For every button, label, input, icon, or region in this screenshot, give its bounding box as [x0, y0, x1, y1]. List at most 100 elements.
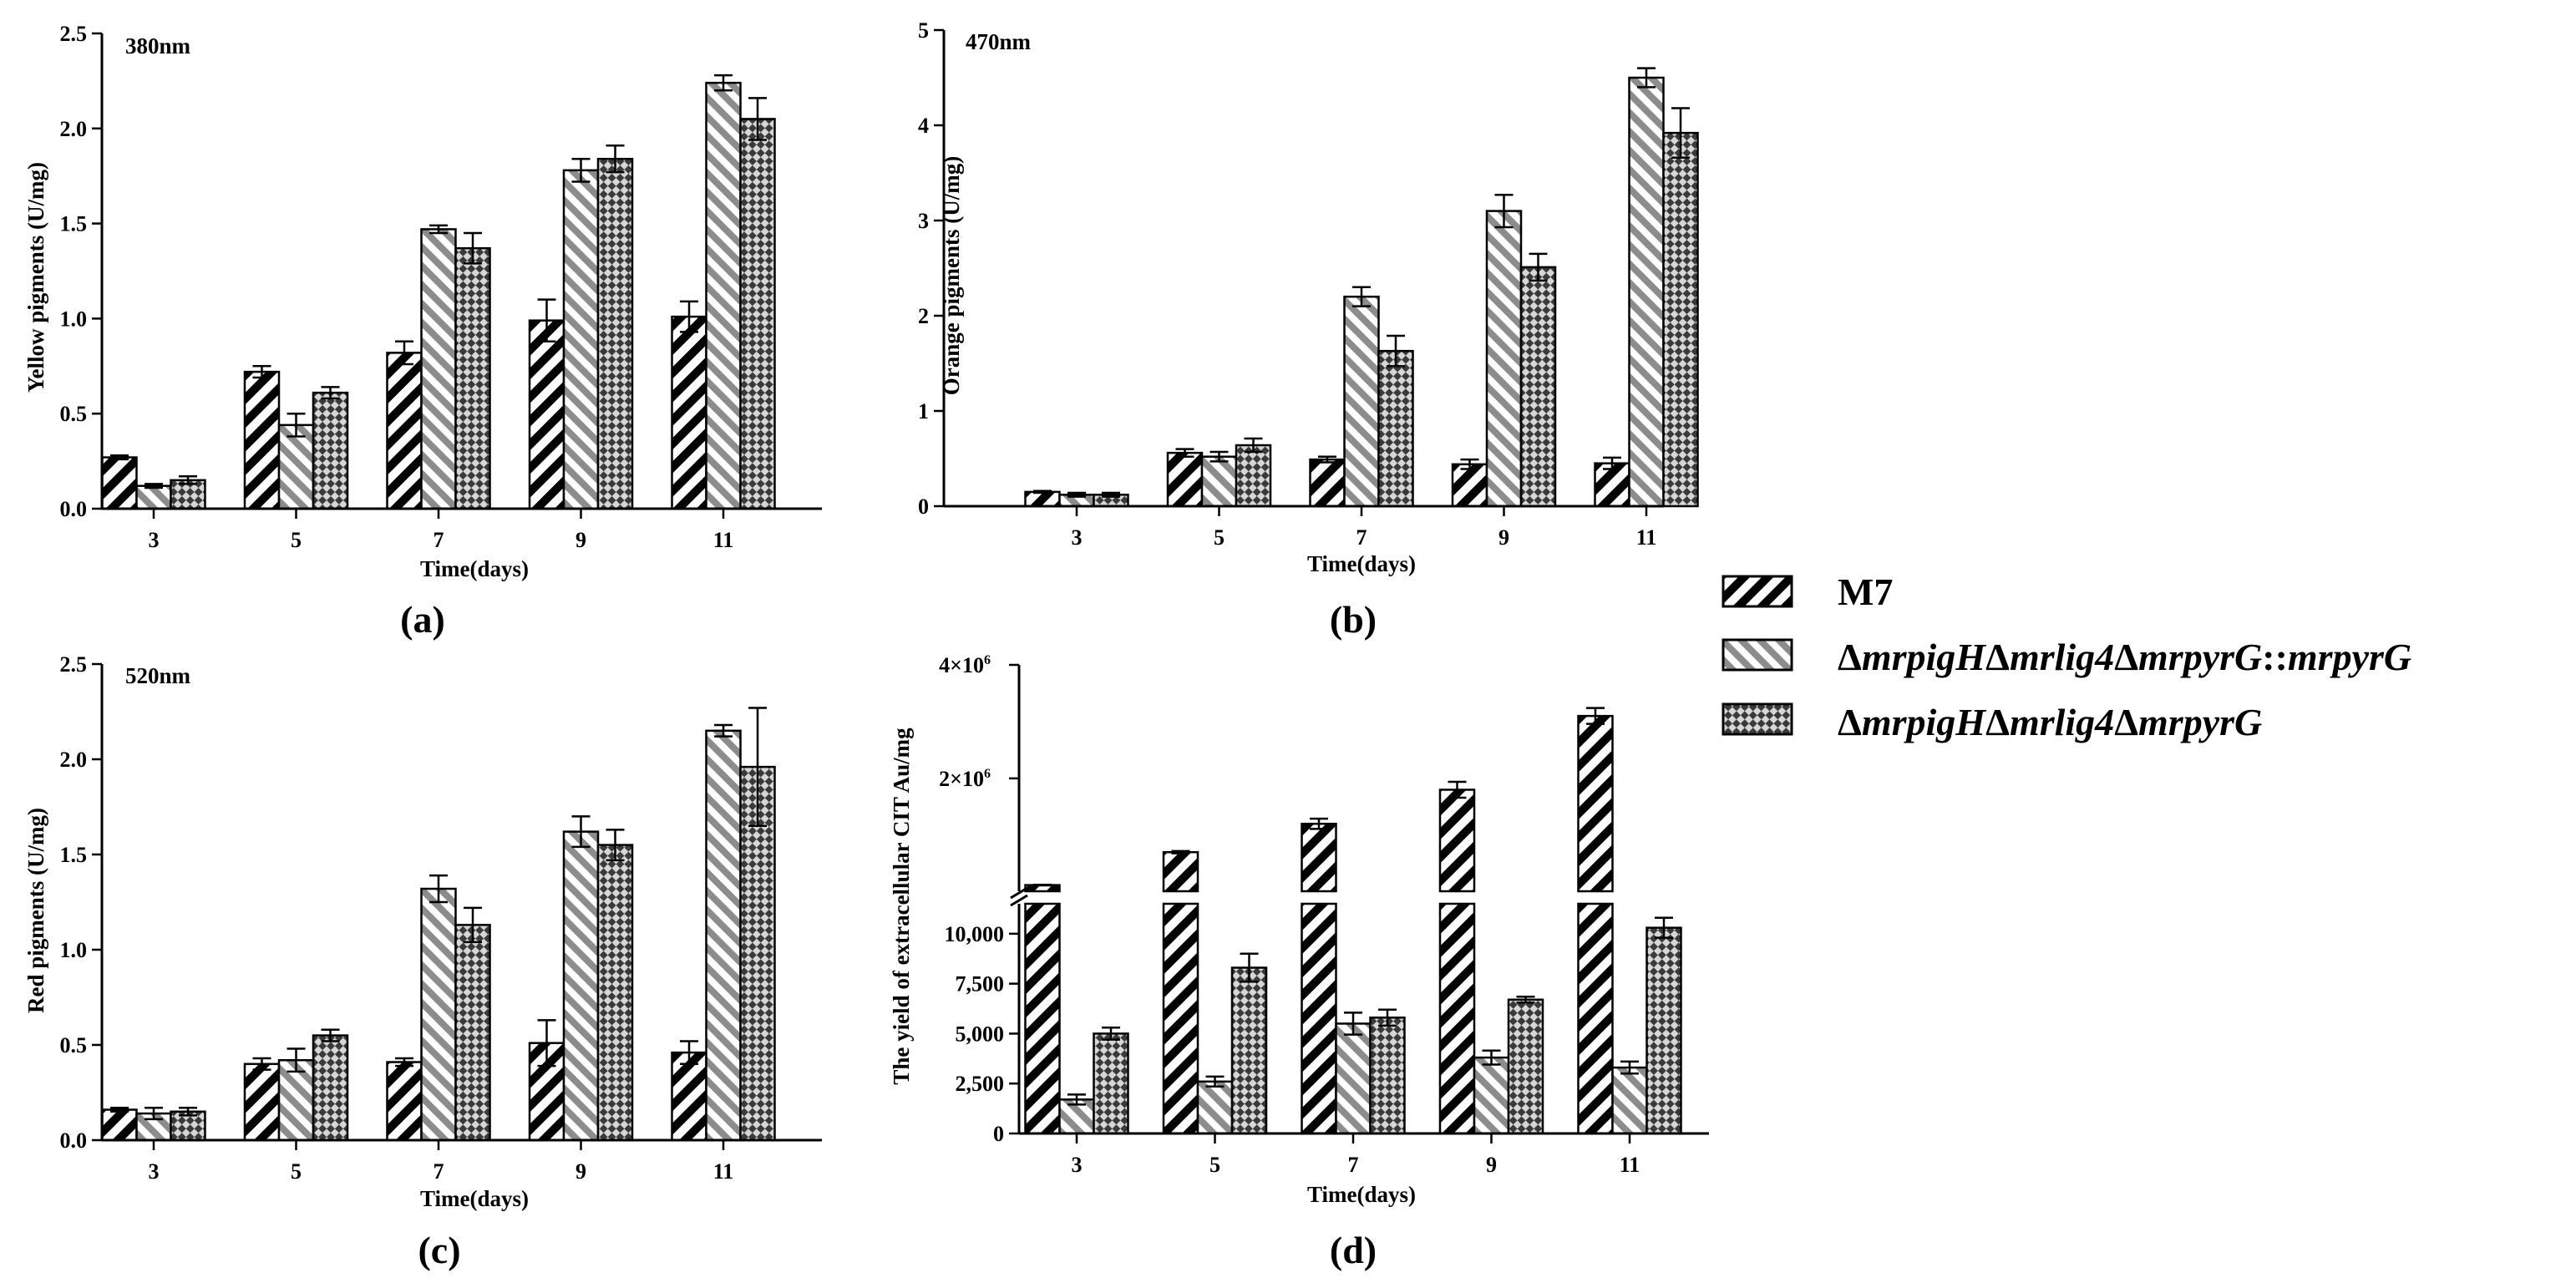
error-bar-a-complemented-9 — [571, 157, 591, 183]
error-bar-c-mutant-7 — [464, 906, 482, 944]
bar-d-mutant-3 — [1093, 1032, 1129, 1135]
bar-a-complemented-9 — [562, 169, 600, 510]
y-tick-label-b-4: 4 — [918, 114, 929, 138]
x-tick-label-d-3: 3 — [1072, 1153, 1083, 1177]
y-tick-label-a-2: 2.0 — [60, 117, 88, 141]
error-bar-b-m7-3 — [1033, 489, 1052, 494]
error-bar-a-mutant-11 — [748, 97, 767, 141]
bar-a-complemented-5 — [277, 423, 315, 510]
error-bar-d-m7-9 — [1448, 780, 1467, 799]
bar-c-m7-3 — [101, 1108, 138, 1142]
bar-b-mutant-11 — [1662, 131, 1699, 508]
bar-d-complemented-11 — [1611, 1066, 1648, 1135]
bar-d-complemented-7 — [1335, 1022, 1372, 1135]
legend-swatch-mutant — [1722, 702, 1793, 736]
bar-d-complemented-9 — [1473, 1056, 1510, 1135]
bar-d-m7-9 — [1438, 789, 1476, 893]
bar-b-m7-9 — [1451, 463, 1488, 508]
bar-a-m7-3 — [101, 456, 138, 510]
error-bar-d-mutant-11 — [1655, 916, 1673, 939]
error-bar-c-m7-3 — [110, 1106, 129, 1113]
legend: M7 ΔmrpigHΔmrlig4ΔmrpyrG::mrpyrG ΔmrpigH… — [1722, 570, 2411, 743]
error-bar-c-complemented-11 — [714, 723, 733, 738]
bar-d-m7-3-lower — [1024, 902, 1061, 1135]
bar-b-m7-3 — [1024, 490, 1061, 508]
error-bar-d-complemented-9 — [1482, 1049, 1501, 1066]
x-tick-label-b-3: 3 — [1072, 525, 1083, 550]
y-axis-title-c: Red pigments (U/mg) — [23, 808, 48, 1013]
y-tick-label-a-2.5: 2.5 — [60, 22, 88, 46]
y-tick-label-b-5: 5 — [918, 18, 929, 43]
y-tick-label-a-0: 0.0 — [60, 497, 88, 521]
legend-label-complemented: ΔmrpigHΔmrlig4ΔmrpyrG::mrpyrG — [1838, 636, 2411, 678]
wavelength-label-a: 380nm — [125, 33, 191, 58]
error-bar-b-m7-7 — [1318, 455, 1336, 464]
legend-item-m7: M7 — [1722, 570, 1893, 613]
error-bar-b-mutant-7 — [1387, 334, 1405, 368]
error-bar-a-m7-7 — [395, 340, 413, 366]
x-tick-label-d-9: 9 — [1486, 1153, 1497, 1177]
bar-c-mutant-11 — [739, 765, 776, 1142]
error-bar-a-complemented-5 — [287, 412, 306, 438]
y-tick-label-d-10000: 10,000 — [945, 922, 1005, 946]
legend-label-m7: M7 — [1838, 570, 1893, 613]
error-bar-a-complemented-11 — [714, 74, 733, 92]
error-bar-b-complemented-3 — [1067, 491, 1086, 498]
error-bar-b-mutant-11 — [1671, 107, 1690, 160]
bar-a-mutant-5 — [312, 391, 349, 510]
error-bar-b-complemented-9 — [1494, 193, 1514, 229]
chart-panel-d: 3 5 7 9 11 0 2,500 5,000 7,500 10,000 2×106 4×106 Ti… — [889, 653, 1709, 1271]
legend-item-complemented: ΔmrpigHΔmrlig4ΔmrpyrG::mrpyrG — [1722, 636, 2411, 678]
y-axis-title-d: The yield of extracellular CIT Au/mg — [889, 728, 914, 1085]
bar-a-mutant-11 — [739, 118, 776, 510]
x-axis-title-c: Time(days) — [420, 1186, 529, 1211]
y-tick-label-a-0.5: 0.5 — [60, 402, 88, 426]
error-bar-a-mutant-7 — [464, 231, 482, 265]
bar-b-m7-7 — [1309, 458, 1346, 508]
chart-panel-c: 3 5 7 9 11 0.0 0.5 1.0 1.5 2.0 2.5 520nm Time(days) R… — [23, 652, 822, 1271]
bar-b-mutant-9 — [1519, 266, 1557, 508]
x-tick-label-b-7: 7 — [1356, 525, 1367, 550]
error-bar-b-m7-5 — [1175, 448, 1194, 458]
x-tick-label-c-7: 7 — [434, 1159, 444, 1184]
error-bar-c-m7-7 — [395, 1057, 413, 1067]
bar-a-complemented-7 — [420, 228, 457, 510]
y-tick-label-c-2: 2.0 — [60, 748, 88, 772]
error-bar-c-m7-9 — [537, 1019, 556, 1067]
error-bar-c-complemented-3 — [145, 1106, 163, 1121]
bar-b-complemented-9 — [1485, 210, 1523, 508]
error-bar-d-mutant-9 — [1516, 995, 1535, 1004]
y-tick-label-b-3: 3 — [918, 209, 929, 233]
bar-d-m7-5 — [1162, 850, 1199, 893]
y-tick-label-d-5000: 5,000 — [956, 1022, 1005, 1046]
error-bar-b-mutant-3 — [1102, 491, 1120, 498]
error-bar-a-mutant-9 — [606, 145, 625, 174]
error-bar-d-m7-7 — [1310, 817, 1328, 830]
x-axis-title-a: Time(days) — [420, 556, 529, 581]
error-bar-c-mutant-9 — [606, 829, 625, 862]
error-bar-c-m7-11 — [680, 1040, 698, 1066]
bar-d-m7-11 — [1577, 714, 1614, 893]
bar-a-mutant-9 — [596, 157, 634, 510]
error-bar-d-complemented-5 — [1205, 1075, 1225, 1088]
bar-a-complemented-3 — [135, 484, 172, 510]
axis-break-mark-d — [1010, 886, 1028, 907]
bar-d-mutant-5 — [1230, 966, 1268, 1135]
error-bar-d-complemented-3 — [1067, 1093, 1086, 1106]
error-bar-d-complemented-7 — [1344, 1012, 1362, 1036]
error-bar-a-m7-11 — [680, 300, 698, 333]
bar-c-complemented-7 — [420, 887, 457, 1142]
x-tick-label-d-11: 11 — [1620, 1153, 1640, 1177]
bar-d-mutant-9 — [1507, 998, 1544, 1135]
bar-d-m7-7 — [1301, 822, 1337, 893]
x-tick-label-a-9: 9 — [576, 528, 586, 552]
y-tick-label-b-0: 0 — [918, 494, 929, 519]
error-bar-b-mutant-5 — [1244, 437, 1263, 454]
error-bar-a-complemented-3 — [145, 483, 163, 489]
error-bar-b-mutant-9 — [1529, 252, 1548, 282]
panel-label-d: (d) — [1330, 1229, 1377, 1271]
error-bar-a-complemented-7 — [429, 224, 448, 235]
y-tick-label-c-1: 1.0 — [60, 938, 88, 962]
error-bar-c-complemented-9 — [571, 815, 591, 849]
error-bar-d-m7-5 — [1171, 849, 1190, 854]
